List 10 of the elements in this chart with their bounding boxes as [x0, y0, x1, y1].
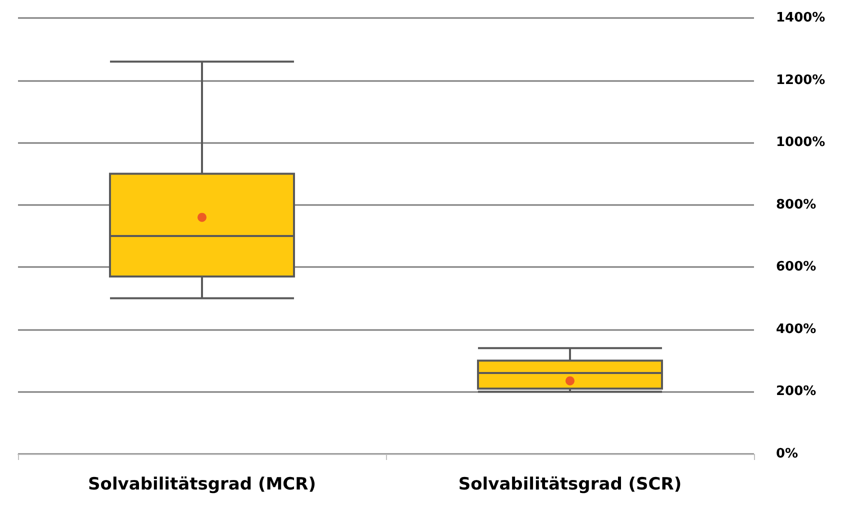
y-tick-label: 600%: [776, 260, 816, 275]
x-tick-label: Solvabilitätsgrad (MCR): [88, 474, 316, 494]
y-tick-label: 400%: [776, 322, 816, 337]
y-tick-label: 1000%: [776, 135, 826, 150]
y-tick-label: 1400%: [776, 10, 826, 26]
y-tick-label: 0%: [776, 446, 798, 462]
y-tick-label: 200%: [776, 384, 816, 400]
x-tick-label: Solvabilitätsgrad (SCR): [458, 474, 682, 494]
y-tick-label: 800%: [776, 197, 816, 212]
y-tick-label: 1200%: [776, 72, 826, 88]
